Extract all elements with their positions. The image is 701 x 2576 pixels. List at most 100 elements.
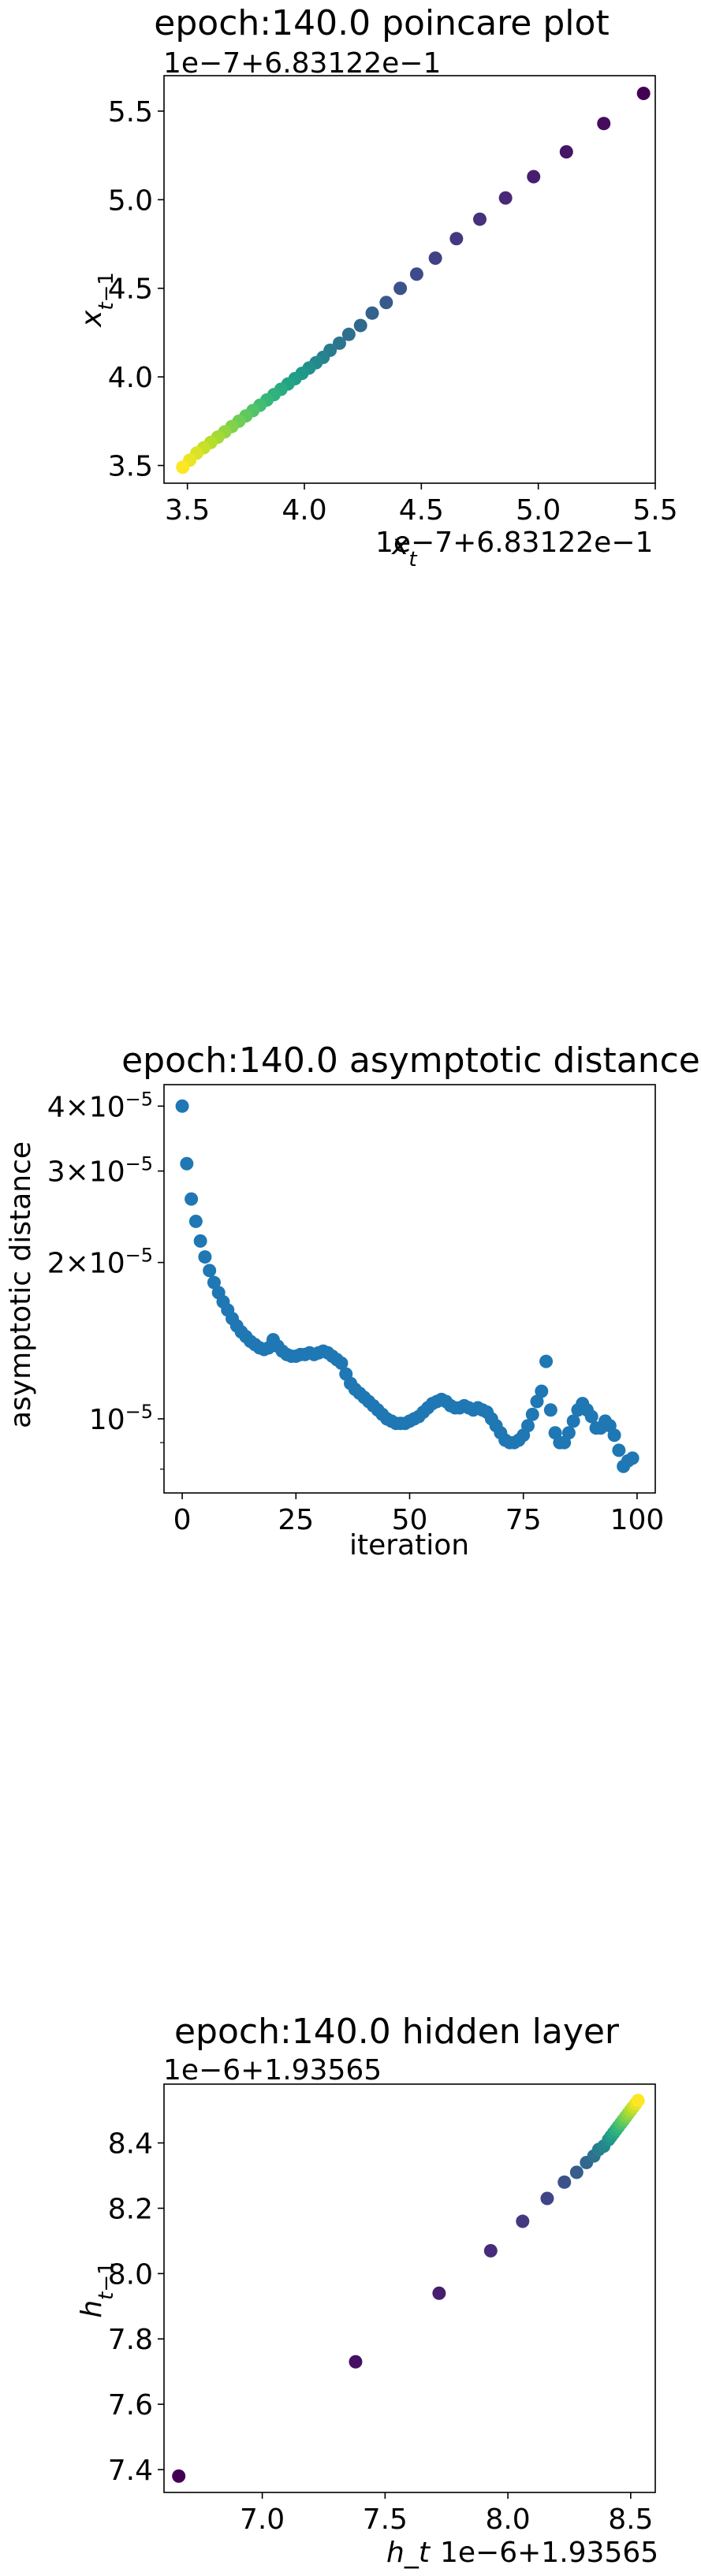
- data-point: [333, 336, 346, 350]
- data-point: [557, 2175, 572, 2189]
- data-point: [172, 2469, 186, 2483]
- data-point: [520, 1419, 535, 1433]
- data-point: [393, 281, 408, 296]
- data-points: [176, 86, 651, 475]
- x-tick-label: 7.0: [240, 2503, 285, 2536]
- data-point: [631, 2094, 645, 2108]
- data-point: [561, 1426, 576, 1440]
- x-tick-label: 100: [610, 1504, 665, 1536]
- y-tick-label: 4×10−5: [47, 1088, 153, 1123]
- x-tick-label: 8.5: [608, 2503, 653, 2536]
- y-tick-label: 3.5: [108, 451, 153, 483]
- data-point: [535, 1384, 549, 1398]
- y-axis-label: ht−1: [76, 2261, 118, 2317]
- x-offset-label: 1e−6+1.93565: [440, 2537, 658, 2569]
- data-point: [473, 212, 487, 226]
- data-point: [203, 1264, 217, 1278]
- x-axis-ticks: 3.5 4.0 4.5 5.0 5.5: [165, 483, 678, 527]
- x-axis-ticks: 0 25 50 75 100: [173, 1493, 665, 1536]
- y-tick-label: 4.5: [108, 274, 153, 306]
- y-offset-label: 1e−6+1.93565: [163, 2054, 382, 2086]
- y-axis-label: asymptotic distance: [5, 1141, 37, 1428]
- y-tick-label: 10−5: [89, 1401, 153, 1436]
- chart-title: epoch:140.0 poincare plot: [154, 3, 609, 43]
- data-point: [334, 1356, 349, 1370]
- x-axis-label: iteration: [349, 1529, 469, 1562]
- x-tick-label: 3.5: [165, 494, 210, 527]
- y-tick-label: 7.6: [108, 2389, 153, 2422]
- x-tick-label: 5.0: [516, 494, 561, 527]
- y-axis-label: xt−1: [76, 272, 118, 328]
- x-tick-label: 8.0: [485, 2503, 530, 2536]
- y-tick-label: 4.0: [108, 362, 153, 394]
- asymptotic-distance-panel: epoch:140.0 asymptotic distance 0 25 50 75 1…: [5, 1040, 700, 1562]
- data-point: [516, 2214, 530, 2228]
- data-point: [625, 1451, 639, 1465]
- y-axis-ticks: 3.5 4.0 4.5 5.0 5.5: [108, 96, 164, 483]
- data-point: [185, 1192, 199, 1206]
- x-axis-ticks: 7.0 7.5 8.0 8.5: [240, 2492, 653, 2536]
- data-point: [539, 1354, 554, 1368]
- x-tick-label: 5.5: [632, 494, 677, 527]
- data-point: [566, 1414, 580, 1428]
- data-point: [543, 1403, 557, 1417]
- data-point: [432, 2286, 446, 2300]
- y-tick-label: 3×10−5: [47, 1153, 153, 1189]
- poincare-plot-panel: epoch:140.0 poincare plot 1e−7+6.83122e−…: [76, 3, 678, 571]
- svg-text:asymptotic distance: asymptotic distance: [5, 1141, 37, 1428]
- y-tick-label: 8.4: [108, 2128, 153, 2161]
- data-point: [597, 117, 611, 131]
- data-point: [525, 1407, 539, 1421]
- x-tick-label: 25: [278, 1504, 314, 1536]
- x-axis-label: xt: [391, 529, 417, 571]
- x-tick-label: 75: [505, 1504, 542, 1536]
- data-point: [607, 1428, 621, 1442]
- data-point: [584, 1409, 598, 1424]
- data-point: [483, 2243, 498, 2258]
- y-tick-label: 7.4: [108, 2455, 153, 2487]
- plot-area: [163, 1084, 656, 1494]
- data-point: [198, 1250, 212, 1264]
- chart-title: epoch:140.0 hidden layer: [174, 2012, 620, 2052]
- data-point: [540, 2191, 554, 2206]
- data-point: [636, 86, 651, 100]
- y-axis-ticks: 7.4 7.6 7.8 8.0 8.2 8.4: [108, 2128, 164, 2487]
- y-axis-ticks: 4×10−5 3×10−5 2×10−5 10−5: [47, 1088, 164, 1470]
- data-point: [409, 267, 423, 281]
- data-point: [193, 1234, 207, 1248]
- data-point: [612, 1443, 626, 1457]
- x-tick-label: 0: [173, 1504, 192, 1536]
- y-tick-label: 8.2: [108, 2193, 153, 2225]
- data-point: [449, 232, 464, 246]
- y-tick-label: 8.0: [108, 2258, 153, 2291]
- data-point: [349, 2355, 363, 2369]
- x-axis-label: h_t: [386, 2537, 431, 2569]
- y-tick-label: 2×10−5: [47, 1245, 153, 1280]
- x-tick-label: 7.5: [363, 2503, 408, 2536]
- svg-text:xt−1: xt−1: [76, 272, 118, 328]
- data-point: [176, 460, 190, 475]
- x-offset-label: 1e−7+6.83122e−1: [375, 527, 653, 559]
- chart-title: epoch:140.0 asymptotic distance: [121, 1040, 700, 1081]
- data-point: [527, 169, 541, 184]
- svg-text:ht−1: ht−1: [76, 2261, 118, 2317]
- x-tick-label: 4.5: [399, 494, 444, 527]
- data-point: [498, 191, 513, 205]
- y-tick-label: 5.5: [108, 96, 153, 128]
- data-point: [559, 145, 573, 159]
- data-point: [530, 1394, 544, 1409]
- data-point: [365, 306, 379, 320]
- data-point: [569, 2165, 584, 2180]
- data-point: [341, 327, 356, 341]
- data-point: [428, 251, 442, 266]
- data-point: [175, 1099, 189, 1113]
- data-points: [172, 2094, 645, 2483]
- data-point: [379, 296, 393, 310]
- data-point: [353, 318, 367, 333]
- data-point: [180, 1156, 194, 1171]
- svg-text:xt: xt: [391, 529, 417, 571]
- data-points: [175, 1099, 639, 1473]
- plot-area: [163, 2083, 656, 2493]
- y-tick-label: 5.0: [108, 184, 153, 217]
- y-offset-label: 1e−7+6.83122e−1: [163, 47, 441, 80]
